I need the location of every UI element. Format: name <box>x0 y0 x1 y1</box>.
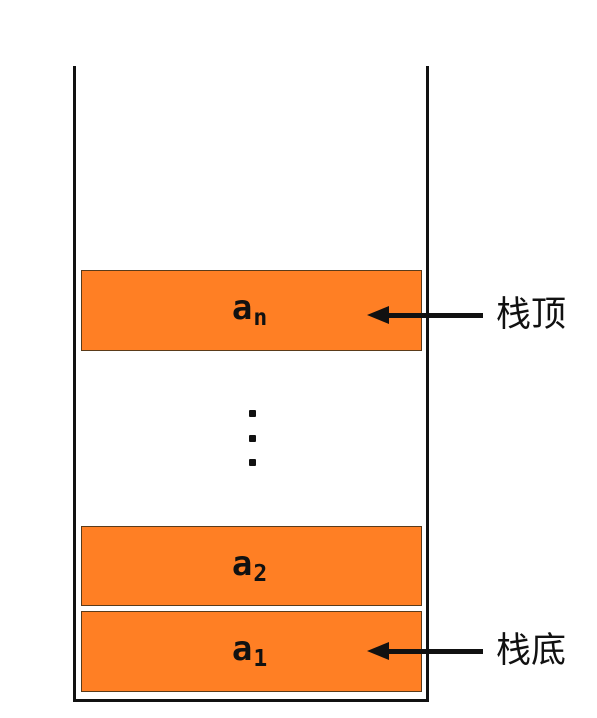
stack-bottom-label: 栈底 <box>496 631 567 671</box>
stack-element-an: an <box>81 270 422 351</box>
ellipsis-dot <box>248 410 256 417</box>
element-label-a1: a1 <box>231 629 268 672</box>
vertical-ellipsis <box>247 410 257 466</box>
stack-element-a2: a2 <box>81 526 422 606</box>
stack-left-wall <box>73 66 76 702</box>
arrow-shaft <box>389 312 483 318</box>
arrow-shaft <box>389 648 483 654</box>
stack-top-arrow-icon <box>367 306 483 324</box>
arrow-head <box>367 306 389 324</box>
stack-bottom-wall <box>73 699 429 702</box>
stack-element-a1: a1 <box>81 611 422 692</box>
ellipsis-dot <box>248 459 256 466</box>
stack-top-label: 栈顶 <box>496 295 567 335</box>
element-label-an: an <box>231 288 268 331</box>
arrow-head <box>367 642 389 660</box>
stack-bottom-arrow-icon <box>367 642 483 660</box>
stack-right-wall <box>426 66 429 702</box>
element-label-a2: a2 <box>231 543 268 587</box>
ellipsis-dot <box>248 434 256 442</box>
